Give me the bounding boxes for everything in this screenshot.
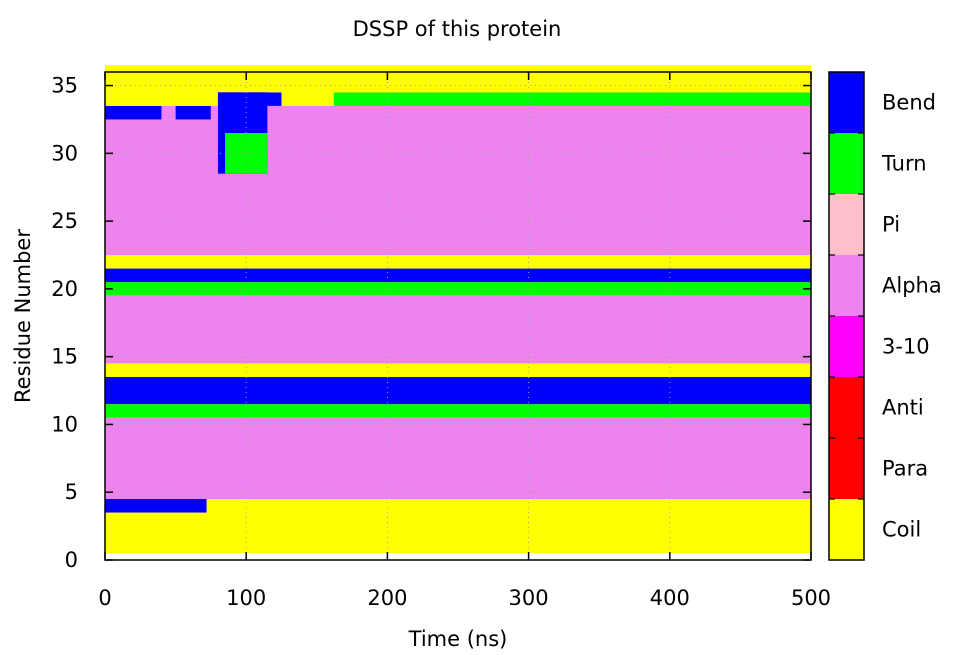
x-tick-label: 400 bbox=[650, 586, 690, 610]
colorbar-label-anti: Anti bbox=[882, 396, 924, 420]
residue-segment-bend bbox=[105, 377, 811, 405]
residue-segment-coil bbox=[281, 92, 334, 106]
colorbar-label-pi: Pi bbox=[882, 213, 900, 237]
residue-segment-coil bbox=[105, 363, 811, 377]
x-tick-label: 100 bbox=[226, 586, 266, 610]
residue-segment-alpha bbox=[105, 417, 811, 499]
y-tick-label: 5 bbox=[65, 480, 78, 504]
chart-title: DSSP of this protein bbox=[353, 17, 562, 41]
y-tick-label: 15 bbox=[51, 345, 78, 369]
residue-segment-turn bbox=[333, 92, 811, 106]
y-tick-label: 35 bbox=[51, 74, 78, 98]
y-axis-label: Residue Number bbox=[11, 229, 35, 403]
residue-segment-bend bbox=[105, 268, 811, 283]
residue-segment-alpha bbox=[105, 295, 811, 364]
colorbar-label-bend: Bend bbox=[882, 91, 936, 115]
colorbar-swatch-anti bbox=[829, 377, 864, 438]
residue-segment-coil bbox=[206, 499, 811, 513]
residue-segment-alpha bbox=[105, 119, 811, 255]
colorbar-legend: Coil Para Anti 3-10 Alpha Pi Turn Bend bbox=[828, 71, 942, 561]
residue-segment-bend bbox=[175, 105, 211, 120]
colorbar-swatch-3-10 bbox=[829, 316, 864, 377]
colorbar-swatch-pi bbox=[829, 194, 864, 255]
y-tick-label: 10 bbox=[51, 412, 78, 436]
colorbar-frame bbox=[828, 71, 865, 561]
residue-segment-coil bbox=[105, 255, 811, 269]
plot-area bbox=[105, 65, 811, 560]
colorbar-label-3-10: 3-10 bbox=[882, 335, 930, 359]
colorbar-swatch-para bbox=[829, 438, 864, 499]
y-axis: 0 5 10 15 20 25 30 35 bbox=[51, 74, 811, 572]
residue-segment-alpha bbox=[210, 105, 811, 120]
x-tick-label: 300 bbox=[509, 586, 549, 610]
x-axis: 0 100 200 300 400 500 bbox=[98, 72, 831, 610]
x-tick-label: 500 bbox=[791, 586, 831, 610]
residue-segment-turn bbox=[105, 404, 811, 418]
y-tick-label: 30 bbox=[51, 141, 78, 165]
colorbar-label-para: Para bbox=[882, 457, 928, 481]
colorbar-label-coil: Coil bbox=[882, 518, 921, 542]
colorbar-label-turn: Turn bbox=[881, 152, 927, 176]
y-tick-label: 0 bbox=[65, 548, 78, 572]
colorbar-swatch-coil bbox=[829, 499, 864, 560]
x-axis-label: Time (ns) bbox=[408, 627, 508, 651]
residue-segment-turn bbox=[105, 282, 811, 296]
residue-segment-bend bbox=[105, 105, 162, 120]
x-tick-label: 0 bbox=[98, 586, 111, 610]
colorbar-swatch-alpha bbox=[829, 255, 864, 316]
colorbar-swatch-bend bbox=[829, 72, 864, 133]
residue-segment-bend bbox=[105, 499, 207, 513]
y-tick-label: 25 bbox=[51, 209, 78, 233]
residue-segment-coil bbox=[105, 92, 218, 106]
residue-segment-coil bbox=[105, 65, 811, 93]
y-tick-label: 20 bbox=[51, 277, 78, 301]
residue-segment-alpha bbox=[161, 105, 176, 120]
plot-frame bbox=[104, 71, 812, 561]
colorbar-label-alpha: Alpha bbox=[882, 274, 942, 298]
residue-segment-coil bbox=[105, 512, 811, 554]
colorbar-swatch-turn bbox=[829, 133, 864, 194]
x-tick-label: 200 bbox=[367, 586, 407, 610]
